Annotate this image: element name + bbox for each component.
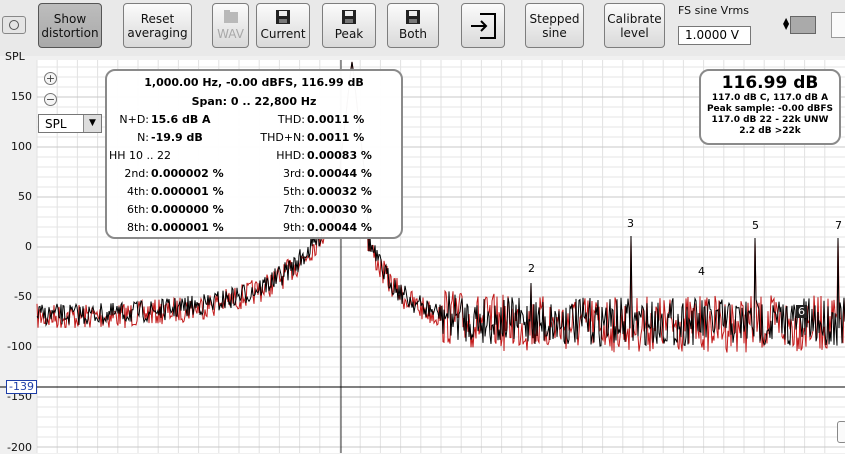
- readout-value: 0.00083 %: [307, 149, 372, 162]
- fs-sine-input[interactable]: 1.0000 V: [678, 26, 751, 45]
- save-both-button[interactable]: Both: [387, 3, 439, 48]
- reset-averaging-label: Reset averaging: [127, 11, 188, 40]
- readout-label: 9th:: [283, 221, 305, 234]
- fs-sine-label: FS sine Vrms: [678, 4, 749, 17]
- harmonic-label-7: 7: [835, 219, 842, 232]
- reset-averaging-button[interactable]: Reset averaging: [123, 3, 192, 48]
- readout-span: Span: 0 .. 22,800 Hz: [107, 95, 401, 108]
- readout-header: 1,000.00 Hz, -0.00 dBFS, 116.99 dB: [144, 76, 364, 89]
- readout-label: N:: [137, 131, 149, 144]
- harmonic-label-4: 4: [698, 265, 705, 278]
- readout-value: 0.000000 %: [151, 203, 224, 216]
- scroll-stub[interactable]: [831, 12, 845, 38]
- both-label: Both: [399, 27, 427, 41]
- readout-value: 0.00044 %: [307, 221, 372, 234]
- show-distortion-button[interactable]: Show distortion: [38, 3, 102, 48]
- level-readout: 116.99 dB 117.0 dB C, 117.0 dB A Peak sa…: [699, 69, 841, 145]
- level-line-1: 117.0 dB C, 117.0 dB A: [711, 93, 829, 103]
- readout-label: N+D:: [119, 113, 149, 126]
- readout-value: 0.000001 %: [151, 221, 224, 234]
- readout-label: 2nd:: [124, 167, 149, 180]
- stepped-sine-button[interactable]: Stepped sine: [525, 3, 584, 48]
- readout-value: -19.9 dB: [151, 131, 203, 144]
- harmonic-label-6: 6: [796, 305, 807, 318]
- readout-value: 0.00032 %: [307, 185, 372, 198]
- camera-icon[interactable]: [2, 16, 26, 34]
- readout-label: 8th:: [127, 221, 149, 234]
- save-current-button[interactable]: Current: [256, 3, 310, 48]
- y-tick-100: 100: [11, 140, 32, 153]
- y-tick-minus-100: -100: [7, 340, 32, 353]
- readout-value: 0.0011 %: [307, 113, 365, 126]
- chevron-down-icon: ▼: [83, 115, 101, 132]
- floppy-icon: [342, 10, 356, 24]
- readout-span-text: Span: 0 .. 22,800 Hz: [191, 95, 317, 108]
- readout-label: 7th:: [283, 203, 305, 216]
- show-distortion-label: Show distortion: [41, 11, 99, 40]
- y-tick-0: 0: [25, 240, 32, 253]
- readout-label: THD+N:: [260, 131, 305, 144]
- harmonic-label-5: 5: [752, 219, 759, 232]
- readout-value: 0.000002 %: [151, 167, 224, 180]
- readout-label: HHD:: [276, 149, 305, 162]
- current-label: Current: [260, 27, 306, 41]
- distortion-readout: 1,000.00 Hz, -0.00 dBFS, 116.99 dB Span:…: [105, 69, 403, 239]
- readout-label: 5th:: [283, 185, 305, 198]
- level-main-value: 116.99 dB: [721, 73, 819, 93]
- harmonic-label-3: 3: [627, 217, 634, 230]
- y-tick-150: 150: [11, 90, 32, 103]
- y-tick-minus-50: -50: [14, 290, 32, 303]
- readout-value: 0.000001 %: [151, 185, 224, 198]
- level-line-2: Peak sample: -0.00 dBFS: [706, 104, 834, 114]
- readout-value: 0.0011 %: [307, 131, 365, 144]
- harmonic-label-2: 2: [528, 262, 535, 275]
- input-select-button[interactable]: [461, 3, 505, 48]
- calibrate-level-button[interactable]: Calibrate level: [604, 3, 665, 48]
- y-tick-minus-200: -200: [7, 441, 32, 454]
- right-scroll-handle[interactable]: [837, 421, 845, 443]
- wav-label: WAV: [217, 27, 244, 41]
- readout-label: THD:: [277, 113, 305, 126]
- save-peak-button[interactable]: Peak: [322, 3, 376, 48]
- floppy-icon: [406, 10, 420, 24]
- readout-value: 15.6 dB A: [151, 113, 211, 126]
- zoom-out-icon[interactable]: −: [44, 93, 57, 106]
- stepped-sine-label: Stepped sine: [529, 11, 580, 40]
- y-tick-50: 50: [18, 190, 32, 203]
- unit-select-value: SPL: [45, 117, 67, 131]
- readout-label: 4th:: [127, 185, 149, 198]
- toolbar: Show distortion Reset averaging WAV Curr…: [0, 0, 845, 56]
- level-line-3: 117.0 dB 22 - 22k UNW: [711, 115, 829, 125]
- calibrate-level-label: Calibrate level: [607, 11, 662, 40]
- floppy-icon: [276, 10, 290, 24]
- cursor-value-label: -139: [6, 380, 37, 394]
- unit-select[interactable]: SPL ▼: [38, 114, 102, 133]
- readout-label: HH 10 .. 22: [109, 149, 172, 162]
- wav-button[interactable]: WAV: [212, 3, 249, 48]
- readout-label: 3rd:: [282, 167, 305, 180]
- level-line-4: 2.2 dB >22k: [739, 126, 801, 136]
- folder-icon: [223, 10, 238, 23]
- zoom-in-icon[interactable]: +: [44, 72, 57, 85]
- y-axis-unit: SPL: [5, 50, 25, 63]
- peak-label: Peak: [334, 27, 364, 41]
- resize-handle-icon[interactable]: ▲ ▼: [783, 12, 819, 38]
- input-arrow-icon: [471, 12, 496, 39]
- readout-value: 0.00044 %: [307, 167, 372, 180]
- readout-label: 6th:: [127, 203, 149, 216]
- readout-value: 0.00030 %: [307, 203, 372, 216]
